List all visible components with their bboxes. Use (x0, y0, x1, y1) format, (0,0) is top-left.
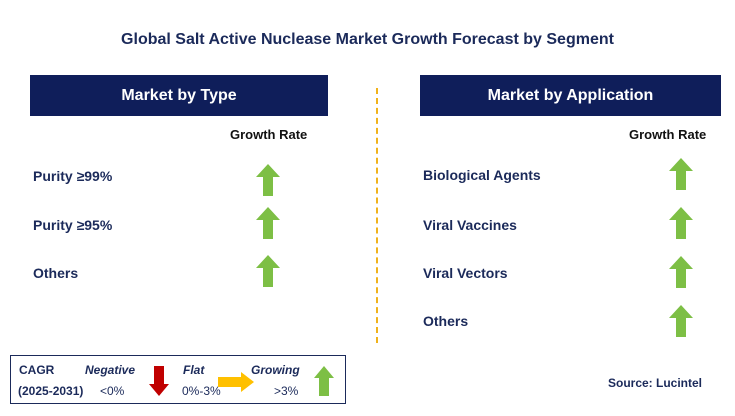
up-arrow-icon (669, 207, 693, 239)
yellow-right-arrow-icon (218, 372, 254, 392)
source-label: Source: Lucintel (608, 376, 703, 390)
market-by-application-header: Market by Application (420, 75, 721, 116)
up-arrow-icon (669, 256, 693, 288)
up-arrow-icon (256, 207, 280, 239)
legend-cagr-label: CAGR (19, 363, 55, 377)
legend-flat-range: 0%-3% (182, 384, 221, 398)
type-item-label: Purity ≥95% (33, 217, 113, 233)
legend-growing-label: Growing (251, 363, 300, 377)
green-up-arrow-icon (314, 366, 334, 396)
up-arrow-icon (256, 164, 280, 196)
application-item-label: Biological Agents (423, 167, 541, 183)
type-growth-rate-label: Growth Rate (230, 127, 308, 142)
legend-period: (2025-2031) (18, 384, 84, 398)
red-down-arrow-icon (149, 366, 169, 396)
up-arrow-icon (669, 158, 693, 190)
application-growth-rate-label: Growth Rate (629, 127, 707, 142)
market-by-type-header: Market by Type (30, 75, 328, 116)
legend-flat-label: Flat (183, 363, 205, 377)
legend-negative-label: Negative (85, 363, 136, 377)
up-arrow-icon (256, 255, 280, 287)
legend-negative-range: <0% (100, 384, 125, 398)
legend-growing-range: >3% (274, 384, 299, 398)
cagr-legend: CAGR (2025-2031) Negative <0% Flat 0%-3%… (10, 355, 346, 404)
type-item-label: Others (33, 265, 79, 281)
type-item-label: Purity ≥99% (33, 168, 113, 184)
application-item-label: Others (423, 313, 469, 329)
panel-divider (376, 88, 378, 343)
application-item-label: Viral Vectors (423, 265, 508, 281)
up-arrow-icon (669, 305, 693, 337)
diagram-title: Global Salt Active Nuclease Market Growt… (121, 31, 614, 48)
application-item-label: Viral Vaccines (423, 217, 517, 233)
